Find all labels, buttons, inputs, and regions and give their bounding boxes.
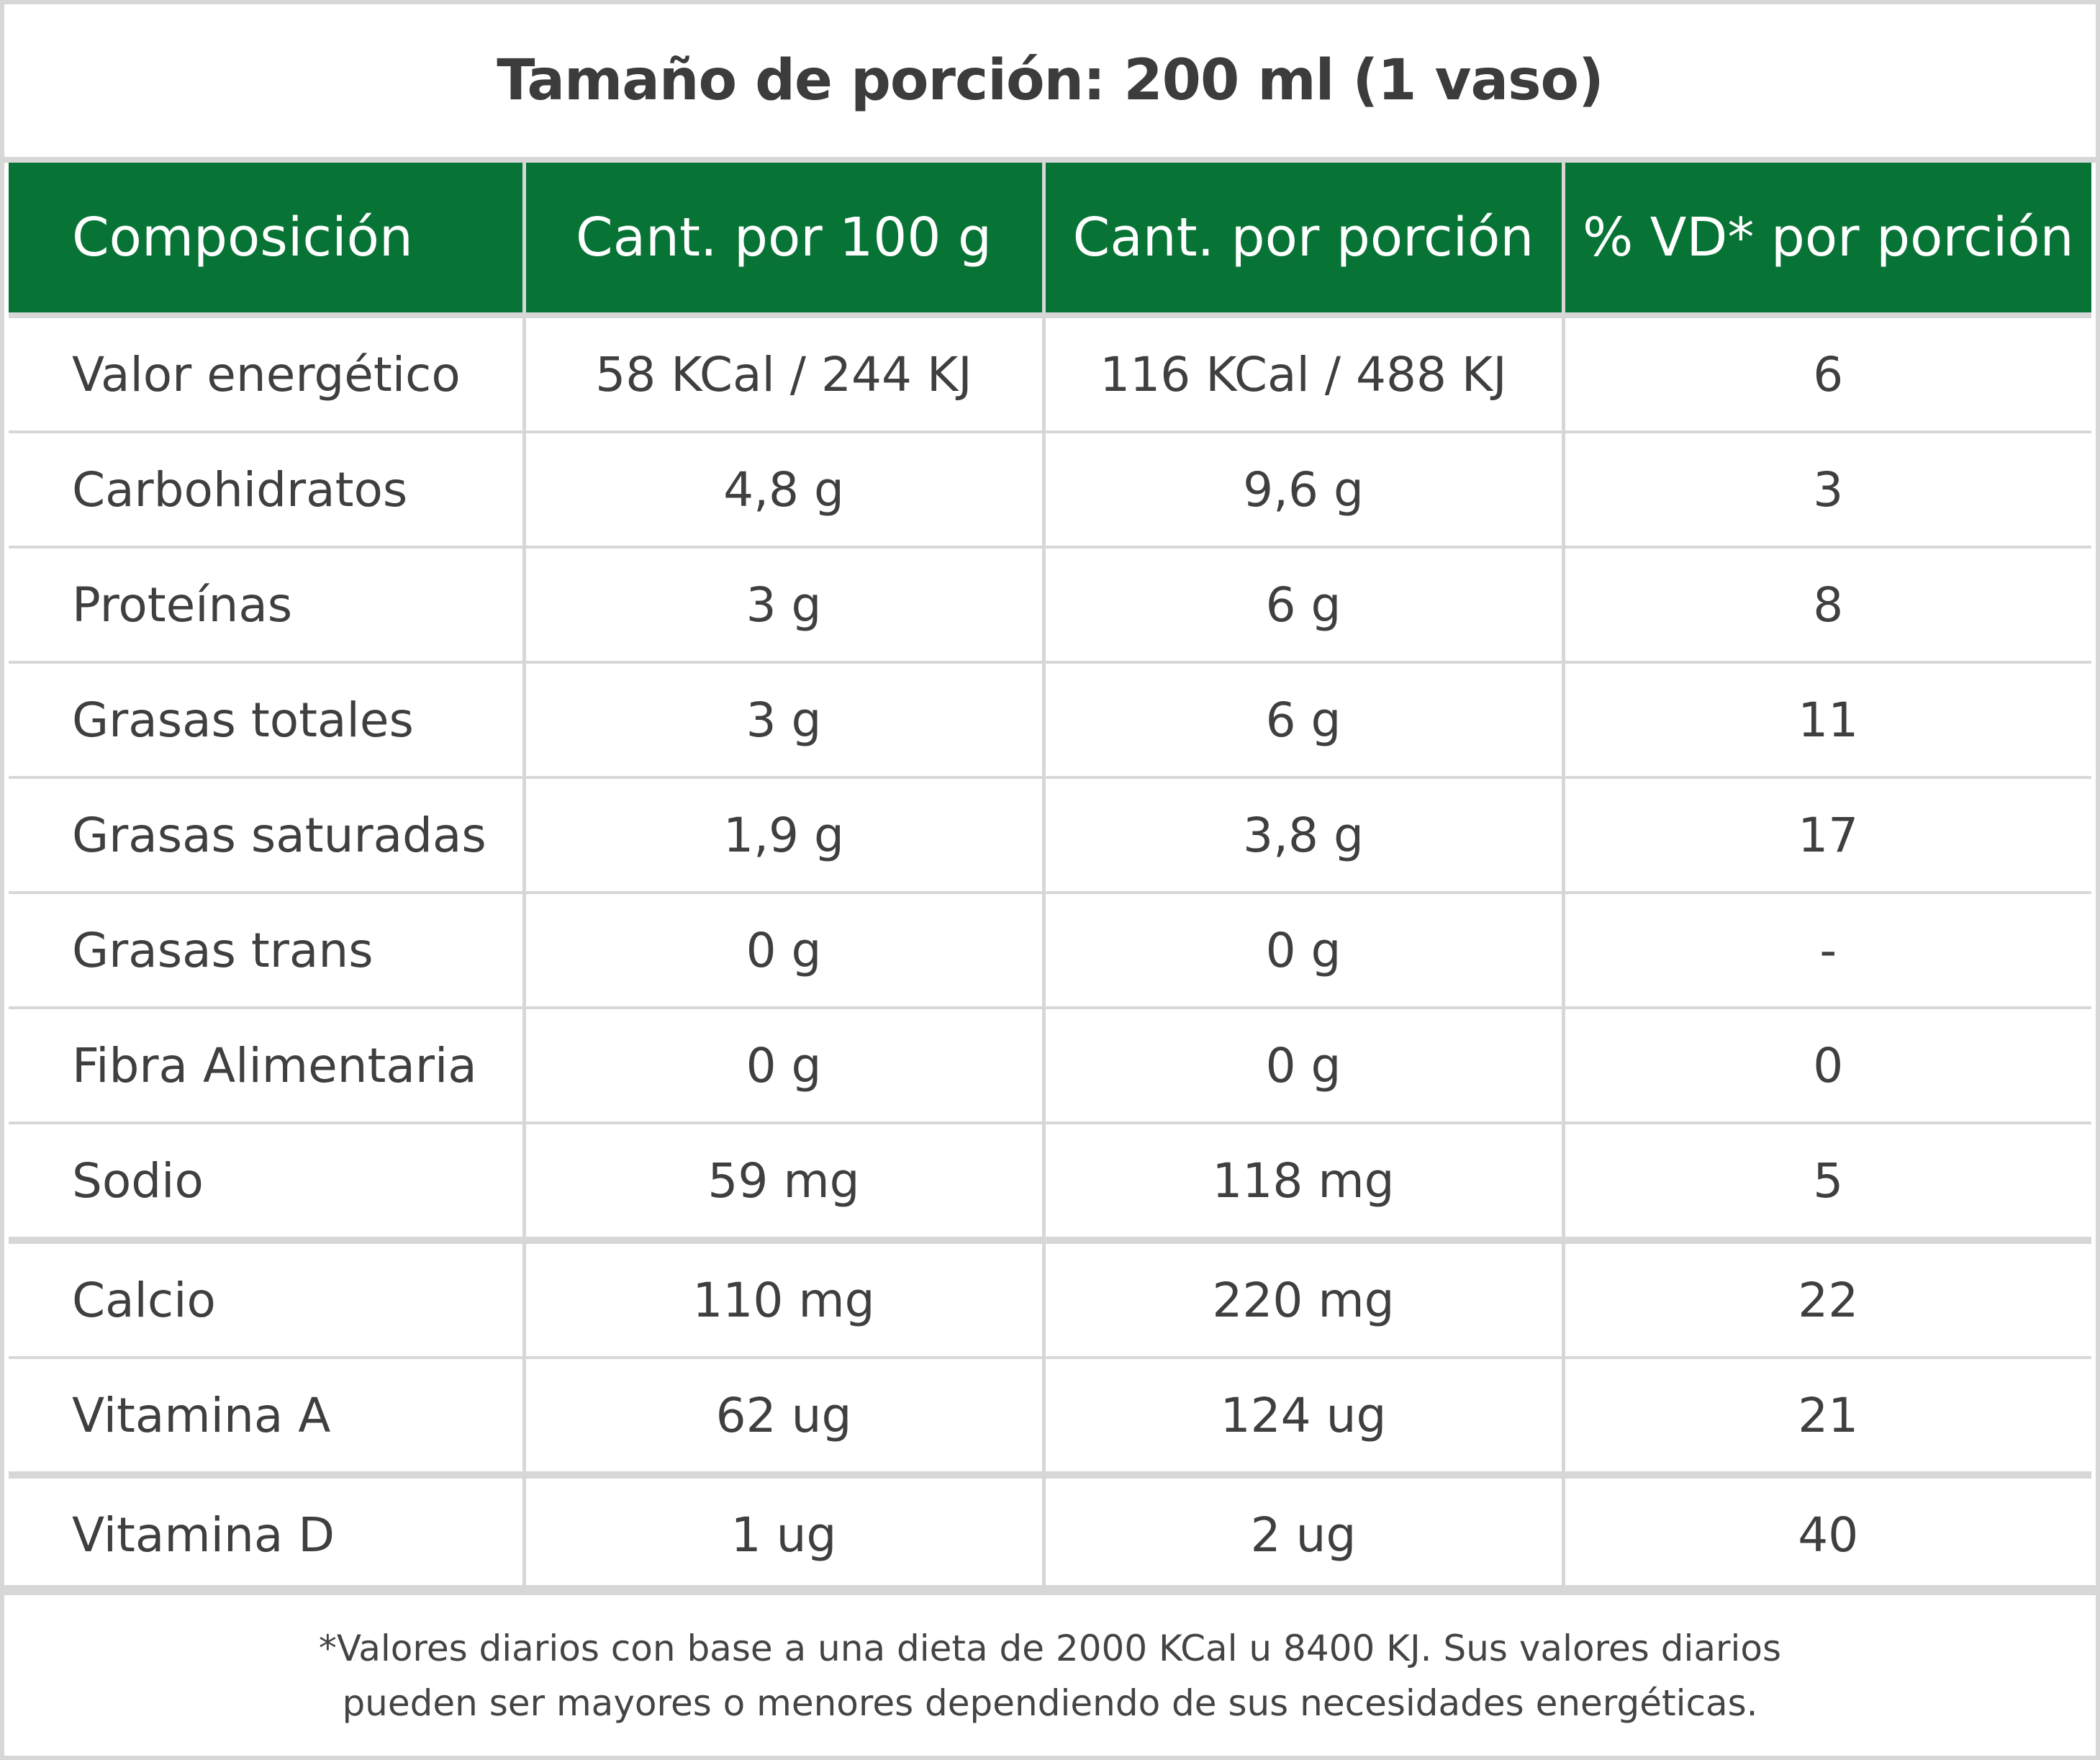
- nutrient-name: Vitamina D: [9, 1471, 524, 1591]
- amount-per-100g: 62 ug: [522, 1356, 1044, 1475]
- amount-per-serving: 6 g: [1041, 661, 1563, 777]
- header-composicion: Composición: [9, 163, 524, 318]
- amount-per-100g: 3 g: [522, 661, 1044, 777]
- amount-per-100g: 3 g: [522, 546, 1044, 662]
- amount-per-100g: 58 KCal / 244 KJ: [522, 315, 1044, 432]
- amount-per-serving: 116 KCal / 488 KJ: [1041, 315, 1563, 432]
- nutrient-name: Carbohidratos: [9, 430, 524, 547]
- table-row: Calcio 110 mg 220 mg 22: [9, 1237, 2091, 1358]
- footnote-line-1: *Valores diarios con base a una dieta de…: [318, 1627, 1782, 1669]
- header-row: Composición Cant. por 100 g Cant. por po…: [9, 163, 2091, 318]
- amount-per-100g: 0 g: [522, 1006, 1044, 1123]
- nutrient-name: Grasas trans: [9, 891, 524, 1008]
- nutrient-name: Valor energético: [72, 346, 461, 402]
- nutrient-name: Sodio: [9, 1122, 524, 1240]
- footnote-divider: [4, 1585, 2096, 1595]
- header-daily-value: % VD* por porción: [1561, 163, 2091, 318]
- amount-per-100g: 1,9 g: [522, 776, 1044, 893]
- header-per-100g: Cant. por 100 g: [522, 163, 1044, 318]
- nutrient-name: Calcio: [9, 1237, 524, 1358]
- table-row: Grasas saturadas 1,9 g 3,8 g 17: [9, 776, 2091, 893]
- amount-per-100g: 1 ug: [522, 1471, 1044, 1591]
- footnote-line-2: pueden ser mayores o menores dependiendo…: [342, 1682, 1758, 1724]
- nutrition-table-body: Valor energético 58 KCal / 244 KJ 116 KC…: [9, 315, 2091, 1591]
- table-row: Sodio 59 mg 118 mg 5: [9, 1122, 2091, 1240]
- amount-per-serving: 0 g: [1041, 891, 1563, 1008]
- title-divider: [4, 157, 2096, 163]
- daily-value-percent: 6: [1561, 315, 2091, 432]
- nutrient-name: Grasas totales: [9, 661, 524, 777]
- daily-value-percent: 40: [1561, 1471, 2091, 1591]
- table-row: Fibra Alimentaria 0 g 0 g 0: [9, 1006, 2091, 1123]
- amount-per-100g: 0 g: [522, 891, 1044, 1008]
- daily-value-percent: 8: [1561, 546, 2091, 662]
- table-row: Carbohidratos 4,8 g 9,6 g 3: [9, 430, 2091, 547]
- table-row: Proteínas 3 g 6 g 8: [9, 546, 2091, 662]
- table-row: Valor energético 58 KCal / 244 KJ 116 KC…: [9, 315, 2091, 432]
- amount-per-serving: 124 ug: [1041, 1356, 1563, 1475]
- table-row: Grasas trans 0 g 0 g -: [9, 891, 2091, 1008]
- nutrition-table-header: Composición Cant. por 100 g Cant. por po…: [9, 163, 2091, 318]
- daily-value-percent: 17: [1561, 776, 2091, 893]
- header-per-serving: Cant. por porción: [1041, 163, 1563, 318]
- daily-value-percent: 3: [1561, 430, 2091, 547]
- amount-per-100g: 4,8 g: [522, 430, 1044, 547]
- amount-per-100g: 110 mg: [522, 1237, 1044, 1358]
- nutrient-name: Fibra Alimentaria: [9, 1006, 524, 1123]
- daily-value-footnote: *Valores diarios con base a una dieta de…: [4, 1595, 2096, 1756]
- amount-per-serving: 6 g: [1041, 546, 1563, 662]
- daily-value-percent: 22: [1561, 1237, 2091, 1358]
- daily-value-percent: 21: [1561, 1356, 2091, 1475]
- table-row: Grasas totales 3 g 6 g 11: [9, 661, 2091, 777]
- serving-size-title: Tamaño de porción: 200 ml (1 vaso): [497, 48, 1604, 113]
- table-row: Vitamina A 62 ug 124 ug 21: [9, 1356, 2091, 1475]
- nutrient-name: Vitamina A: [9, 1356, 524, 1475]
- amount-per-serving: 9,6 g: [1041, 430, 1563, 547]
- amount-per-100g: 59 mg: [522, 1122, 1044, 1240]
- daily-value-percent: 11: [1561, 661, 2091, 777]
- nutrient-name: Proteínas: [9, 546, 524, 662]
- amount-per-serving: 3,8 g: [1041, 776, 1563, 893]
- nutrient-name: Grasas saturadas: [9, 776, 524, 893]
- table-row: Vitamina D 1 ug 2 ug 40: [9, 1471, 2091, 1591]
- nutrition-table: Composición Cant. por 100 g Cant. por po…: [9, 163, 2091, 1591]
- daily-value-percent: -: [1561, 891, 2091, 1008]
- amount-per-serving: 2 ug: [1041, 1471, 1563, 1591]
- daily-value-percent: 5: [1561, 1122, 2091, 1240]
- amount-per-serving: 0 g: [1041, 1006, 1563, 1123]
- amount-per-serving: 220 mg: [1041, 1237, 1563, 1358]
- amount-per-serving: 118 mg: [1041, 1122, 1563, 1240]
- daily-value-percent: 0: [1561, 1006, 2091, 1123]
